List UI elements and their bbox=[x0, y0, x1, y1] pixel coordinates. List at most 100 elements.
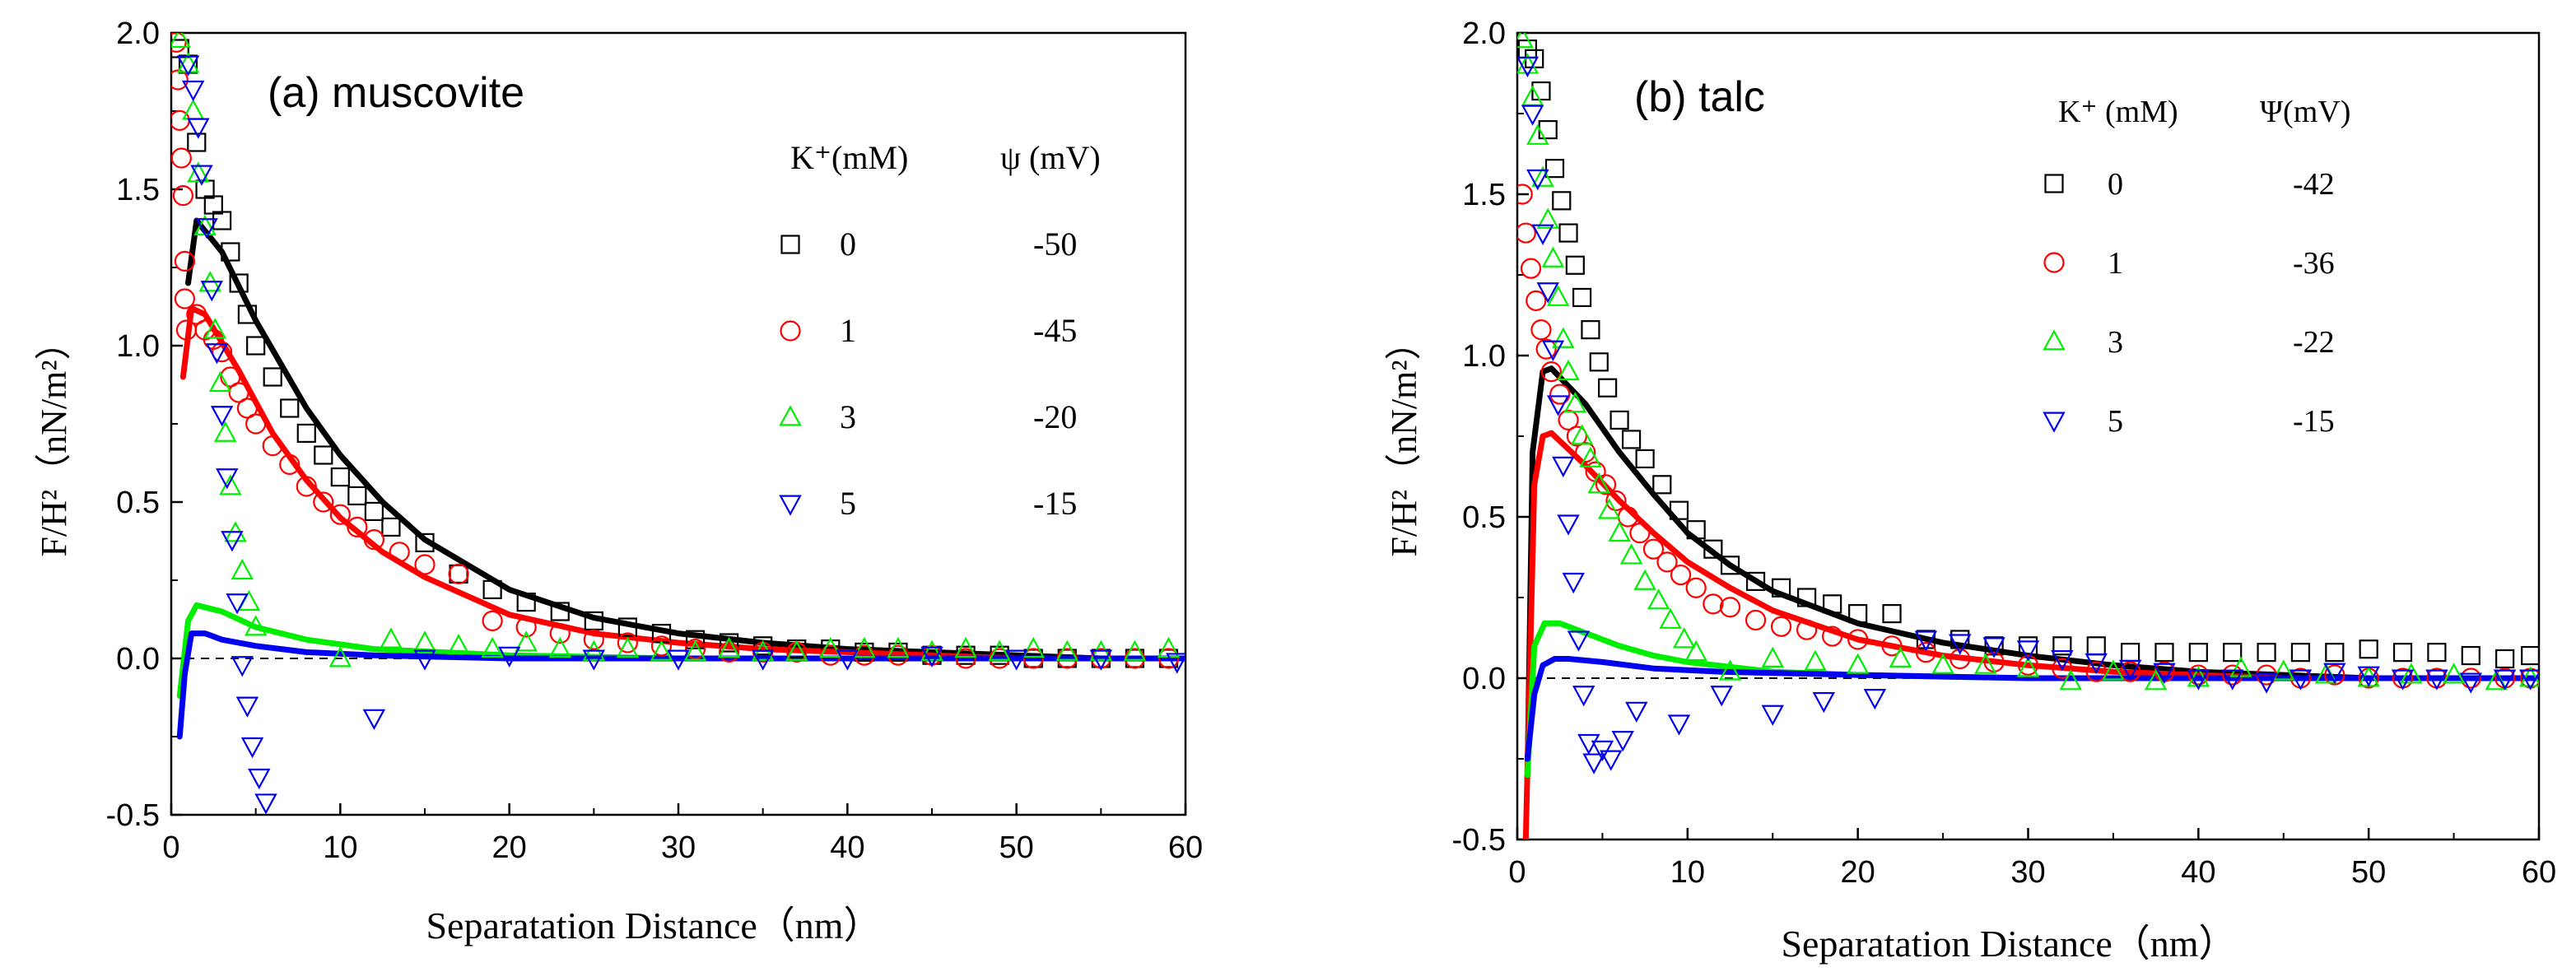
legend-k-value: 3 bbox=[2108, 325, 2123, 360]
data-point bbox=[1552, 191, 1572, 211]
data-point bbox=[2518, 669, 2539, 691]
legend-marker bbox=[2043, 329, 2066, 351]
data-point bbox=[1703, 539, 1723, 559]
data-point bbox=[203, 195, 223, 215]
data-point bbox=[195, 179, 215, 199]
data-point bbox=[1022, 636, 1045, 658]
data-point bbox=[1166, 653, 1186, 674]
data-point bbox=[853, 636, 876, 658]
data-point bbox=[1565, 255, 1585, 275]
data-point bbox=[244, 615, 268, 636]
legend-marker bbox=[779, 495, 802, 516]
data-point bbox=[181, 99, 205, 120]
x-tick-label: 0 bbox=[1508, 855, 1526, 890]
data-point bbox=[1540, 361, 1562, 383]
data-point bbox=[2223, 643, 2243, 663]
y-tick-label: 0.0 bbox=[1462, 662, 1506, 696]
x-tick-label: 20 bbox=[1841, 855, 1875, 890]
data-point bbox=[181, 80, 205, 102]
data-point bbox=[2427, 643, 2447, 663]
data-point bbox=[221, 242, 240, 262]
data-point bbox=[195, 218, 218, 240]
data-point bbox=[2518, 666, 2539, 687]
data-point bbox=[1538, 120, 1558, 140]
y-tick-label: 0.5 bbox=[116, 486, 160, 520]
data-point bbox=[1669, 500, 1689, 520]
data-point bbox=[236, 398, 258, 419]
legend-k-value: 5 bbox=[2108, 404, 2123, 439]
legend-k-value: 3 bbox=[840, 398, 856, 435]
y-tick-label: -0.5 bbox=[106, 798, 160, 833]
data-point bbox=[1950, 630, 1970, 649]
x-tick-label: 50 bbox=[2351, 855, 2386, 890]
data-point bbox=[753, 636, 773, 656]
data-point bbox=[2153, 663, 2176, 684]
data-point bbox=[1848, 603, 1868, 624]
legend-psi-value: -50 bbox=[1033, 226, 1077, 263]
data-point bbox=[482, 610, 503, 632]
data-point bbox=[515, 630, 538, 652]
data-point bbox=[1055, 639, 1078, 661]
y-tick-label: 0.5 bbox=[1462, 500, 1506, 535]
data-point bbox=[186, 304, 207, 325]
data-point bbox=[2144, 669, 2168, 691]
data-point bbox=[2121, 643, 2140, 663]
data-point bbox=[415, 533, 435, 553]
data-point bbox=[1600, 750, 1623, 771]
data-point bbox=[1684, 639, 1707, 662]
data-point bbox=[2272, 659, 2295, 681]
data-point bbox=[171, 69, 189, 91]
data-point bbox=[229, 273, 249, 293]
legend-psi-value: -42 bbox=[2293, 167, 2335, 202]
data-point bbox=[2188, 643, 2208, 663]
data-point bbox=[1572, 287, 1592, 308]
data-point bbox=[2085, 661, 2107, 682]
y-tick-label: 2.0 bbox=[1462, 16, 1506, 51]
data-point bbox=[1647, 588, 1670, 610]
legend-header-psi: ψ (mV) bbox=[1000, 139, 1101, 176]
data-point bbox=[216, 468, 239, 490]
data-point bbox=[616, 636, 640, 658]
data-point bbox=[1544, 159, 1565, 179]
data-point bbox=[1672, 627, 1696, 649]
data-point bbox=[328, 646, 352, 667]
x-tick-label: 30 bbox=[661, 830, 696, 865]
data-point bbox=[200, 281, 224, 302]
data-point bbox=[2118, 659, 2142, 681]
data-point bbox=[836, 649, 859, 671]
data-point bbox=[213, 421, 237, 442]
data-point bbox=[1581, 320, 1600, 340]
data-point bbox=[1719, 597, 1741, 618]
fit-line bbox=[1524, 365, 2539, 779]
data-point bbox=[2016, 656, 2040, 677]
data-point bbox=[2289, 669, 2313, 691]
data-point bbox=[2255, 672, 2278, 694]
x-tick-label: 0 bbox=[162, 830, 179, 865]
data-point bbox=[2521, 645, 2539, 666]
data-point bbox=[1541, 340, 1565, 361]
data-point bbox=[1557, 359, 1580, 381]
data-point bbox=[1652, 475, 1672, 495]
data-point bbox=[448, 563, 469, 585]
legend-header-k: K⁺(mM) bbox=[790, 139, 908, 176]
data-point bbox=[1577, 733, 1600, 756]
legend-psi-value: -22 bbox=[2293, 325, 2335, 360]
data-point bbox=[381, 517, 401, 537]
data-point bbox=[1949, 634, 1972, 655]
legend-marker bbox=[780, 235, 800, 254]
data-point bbox=[1541, 246, 1565, 267]
data-point bbox=[548, 636, 571, 658]
data-point bbox=[2187, 666, 2210, 687]
data-point bbox=[171, 33, 187, 53]
data-point bbox=[1535, 338, 1557, 360]
y-tick-label: 1.0 bbox=[1462, 339, 1506, 374]
data-point bbox=[1558, 223, 1578, 243]
data-point bbox=[1889, 646, 1912, 667]
data-point bbox=[1552, 327, 1575, 348]
data-point bbox=[1761, 646, 1784, 667]
data-point bbox=[414, 554, 436, 575]
data-point bbox=[1611, 731, 1634, 752]
data-point bbox=[262, 435, 283, 457]
data-point bbox=[226, 593, 249, 615]
panel-title: (b) talc bbox=[1634, 73, 1765, 121]
